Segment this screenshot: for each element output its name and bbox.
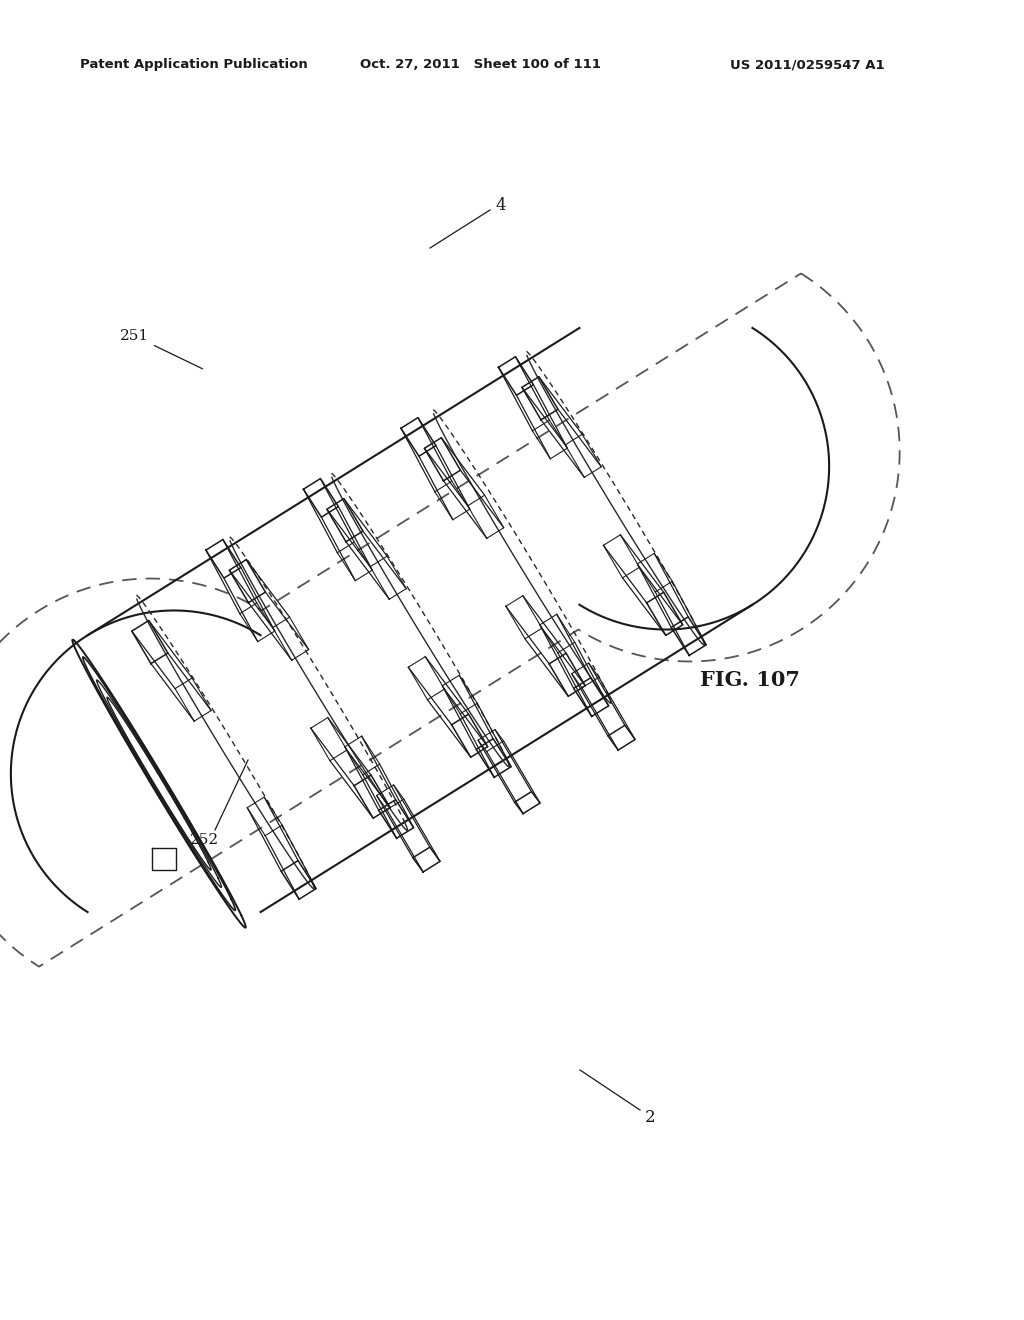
Text: Patent Application Publication: Patent Application Publication [80, 58, 308, 71]
Text: 252: 252 [190, 833, 219, 847]
Text: 2: 2 [645, 1110, 655, 1126]
Text: Oct. 27, 2011   Sheet 100 of 111: Oct. 27, 2011 Sheet 100 of 111 [360, 58, 601, 71]
Text: 251: 251 [120, 329, 203, 368]
Text: FIG. 107: FIG. 107 [700, 671, 800, 690]
Text: 4: 4 [495, 197, 506, 214]
Text: US 2011/0259547 A1: US 2011/0259547 A1 [730, 58, 885, 71]
